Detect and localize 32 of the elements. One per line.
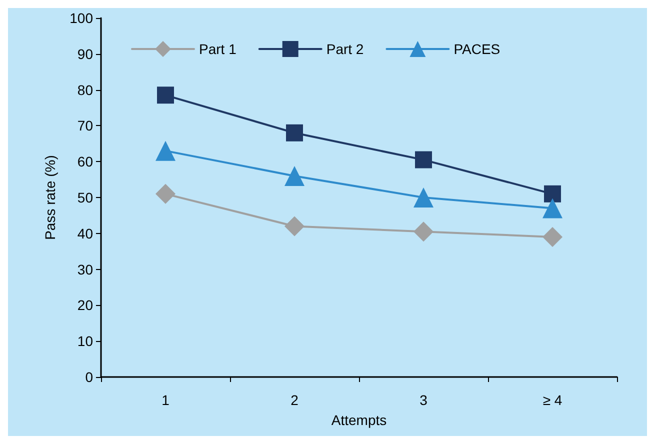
x-tick-label: 3 [420, 392, 428, 408]
y-tick-label: 0 [85, 369, 94, 385]
y-tick-label: 30 [77, 261, 94, 278]
y-tick-label: 100 [70, 10, 94, 26]
y-axis-title: Pass rate (%) [42, 155, 58, 240]
point [542, 226, 562, 247]
y-tick-label: 40 [77, 225, 94, 242]
point [286, 124, 303, 142]
point [284, 216, 304, 236]
x-tick-label: 2 [290, 392, 299, 408]
x-tick-label: 1 [162, 392, 170, 408]
point [157, 86, 174, 104]
y-tick-label: 60 [77, 154, 94, 170]
point [284, 166, 304, 186]
point [156, 140, 176, 161]
y-tick-label: 80 [77, 82, 94, 98]
point [542, 198, 562, 218]
point [156, 184, 176, 204]
legend-label: Part 1 [199, 41, 237, 57]
legend-label: Part 2 [326, 41, 364, 57]
legend-label: PACES [454, 41, 500, 57]
y-tick-label: 10 [77, 333, 94, 350]
point [415, 151, 432, 168]
x-axis-title: Attempts [331, 412, 387, 428]
y-tick-label: 70 [77, 118, 94, 134]
y-tick-label: 20 [77, 297, 94, 314]
y-tick-label: 50 [77, 190, 94, 206]
x-tick-label: ≥ 4 [542, 392, 562, 408]
point [414, 188, 434, 208]
y-tick-label: 90 [77, 46, 94, 62]
point [544, 185, 561, 202]
point [414, 222, 434, 242]
